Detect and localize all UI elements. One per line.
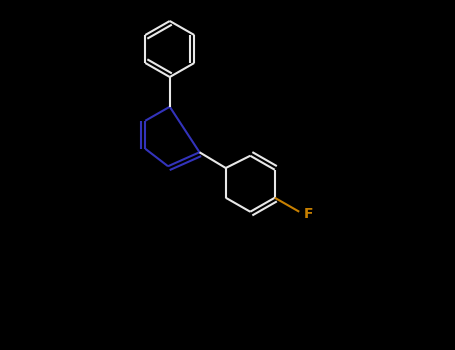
Text: F: F [304, 206, 313, 220]
